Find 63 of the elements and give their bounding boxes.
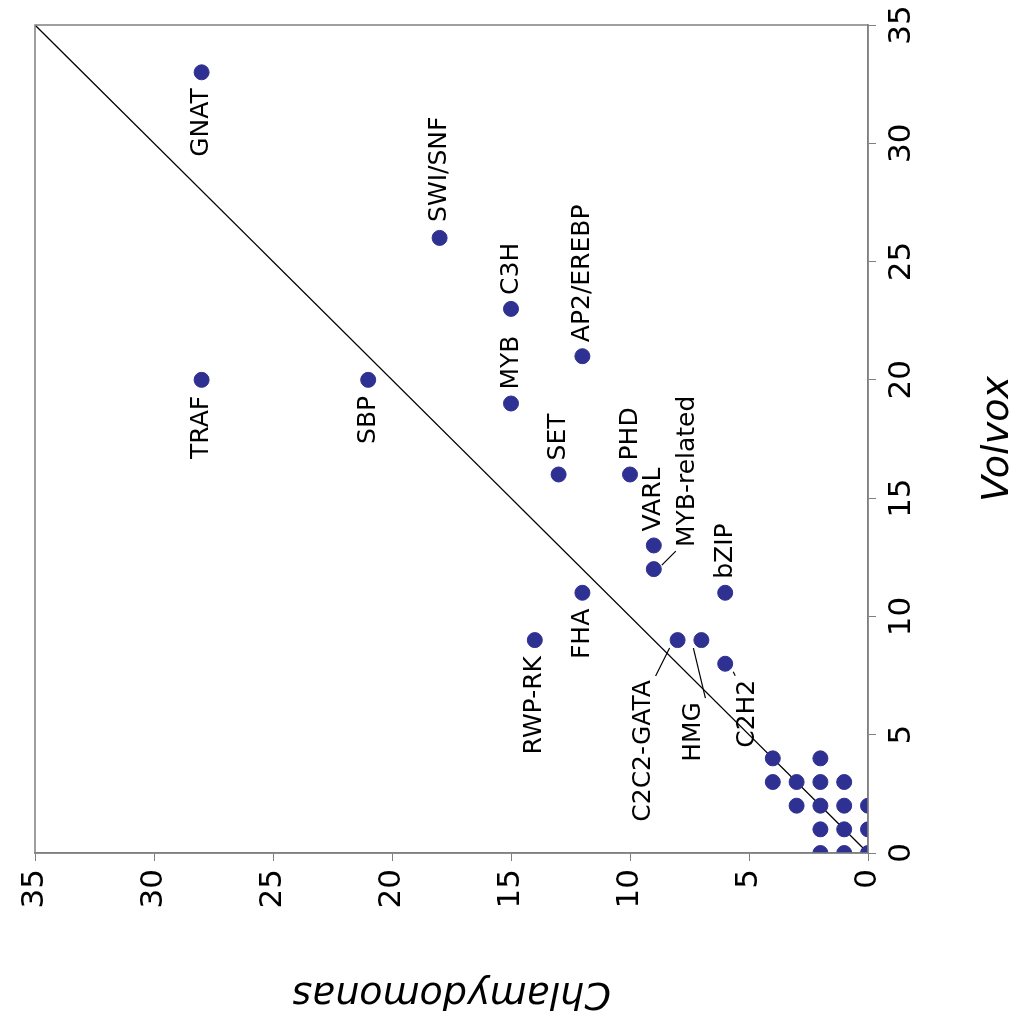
point (812, 797, 829, 814)
x-tick-label: 0 (847, 869, 884, 889)
annotation: HMG (676, 702, 706, 762)
point (550, 466, 567, 483)
x-tick-label: 15 (490, 869, 527, 909)
y-tick-label: 0 (881, 843, 918, 863)
y-tick-label: 20 (881, 360, 918, 400)
annotation: FHA (565, 608, 595, 660)
point (693, 632, 710, 649)
annotation: SBP (351, 395, 381, 444)
x-tick-label: 30 (133, 869, 170, 909)
point (764, 774, 781, 791)
y-tick-label: 5 (881, 724, 918, 745)
point (526, 632, 543, 649)
annotation: TRAF (185, 395, 215, 460)
x-tick-label: 20 (371, 869, 408, 909)
point (645, 537, 662, 554)
point (717, 655, 734, 672)
annotation: AP2/EREBP (565, 204, 595, 343)
point (717, 584, 734, 601)
point (812, 821, 829, 838)
point (503, 395, 519, 412)
point (812, 750, 829, 767)
point (836, 797, 853, 814)
x-axis-title: Chlamydomonas (292, 974, 611, 1019)
annotation: MYB (494, 335, 524, 390)
point (836, 774, 853, 791)
annotation: VARL (637, 467, 667, 532)
point (431, 229, 448, 246)
point (788, 774, 805, 791)
annotation: RWP-RK (518, 655, 548, 755)
y-tick-label: 10 (881, 596, 918, 637)
x-tick-label: 5 (728, 869, 765, 889)
annotation: C2C2-GATA (627, 680, 657, 822)
annotation: SET (542, 412, 572, 461)
annotation: bZIP (708, 523, 738, 579)
point (193, 371, 210, 388)
annotation: MYB-related (671, 395, 701, 548)
point (193, 64, 210, 81)
y-tick-label: 25 (881, 241, 918, 282)
point (574, 348, 591, 365)
point (574, 584, 591, 601)
annotation: C2H2 (730, 679, 760, 748)
y-tick-label: 35 (881, 5, 918, 45)
x-tick-label: 25 (252, 869, 289, 909)
y-tick-label: 15 (881, 478, 918, 518)
y-axis-title: Volvox (972, 375, 1017, 502)
x-tick-label: 10 (609, 869, 646, 909)
x-tick-label: 35 (14, 869, 51, 909)
point (669, 632, 686, 649)
point (812, 774, 829, 791)
y-tick-label: 30 (881, 123, 918, 164)
point (836, 821, 853, 838)
point (503, 300, 519, 317)
point (622, 466, 638, 483)
point (645, 561, 662, 578)
point (788, 797, 805, 814)
annotation: SWI/SNF (423, 116, 453, 222)
annotation: PHD (613, 407, 643, 461)
annotation: GNAT (185, 87, 215, 157)
annotation: C3H (494, 242, 524, 295)
point (764, 750, 781, 767)
point (360, 371, 377, 388)
